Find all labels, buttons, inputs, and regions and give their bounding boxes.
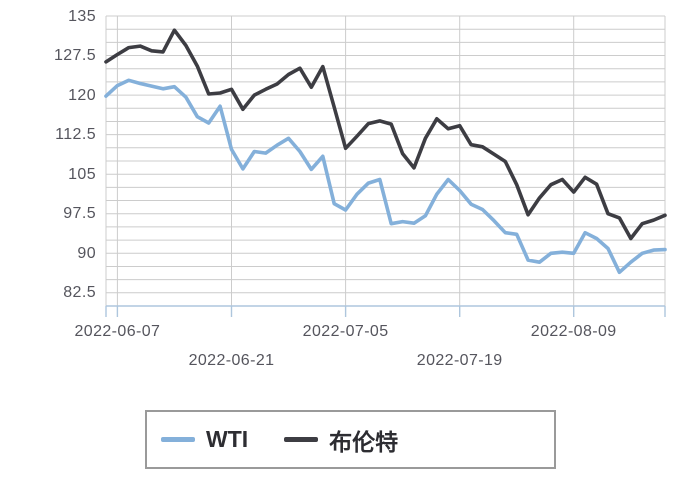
y-axis-label: 112.5 [55, 126, 96, 144]
y-axis-label: 120 [68, 86, 96, 104]
wti-line-swatch [161, 437, 195, 442]
legend-label-brent: 布伦特 [329, 428, 399, 455]
x-axis-label: 2022-06-21 [188, 352, 275, 369]
y-axis-label: 97.5 [63, 205, 96, 223]
x-axis-label: 2022-07-05 [302, 323, 389, 340]
y-axis-label: 82.5 [63, 284, 96, 302]
series-line-1 [104, 28, 667, 241]
y-axis-label: 105 [68, 165, 96, 183]
y-axis-label: 135 [68, 7, 96, 25]
x-axis-label: 2022-06-07 [74, 323, 161, 340]
x-axis-label: 2022-07-19 [416, 352, 503, 369]
y-axis-label: 127.5 [53, 47, 96, 64]
x-axis-label: 2022-08-09 [530, 323, 617, 340]
legend: WTI 布伦特 [145, 410, 556, 469]
legend-item-wti[interactable]: WTI [161, 426, 248, 453]
y-axis-label: 90 [77, 244, 96, 262]
brent-line-swatch [284, 437, 319, 442]
legend-label-wti: WTI [206, 426, 249, 452]
legend-item-brent[interactable]: 布伦特 [284, 423, 398, 457]
series-line-0 [104, 78, 667, 275]
